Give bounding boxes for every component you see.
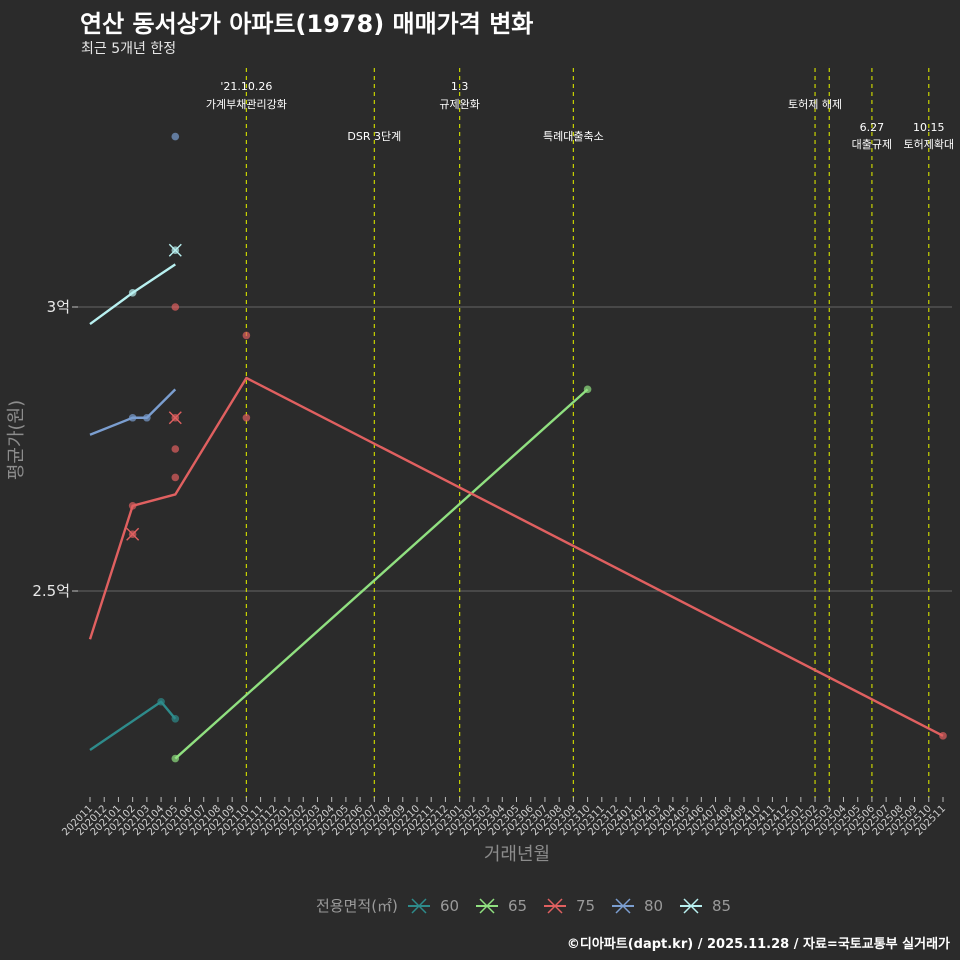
x-tick-layer: 2020112020122021012021022021032021042021… — [60, 797, 948, 838]
legend-key-cross — [547, 898, 563, 914]
legend-key-cross — [479, 898, 495, 914]
legend-item-65: 65 — [476, 897, 527, 915]
x-axis-title: 거래년월 — [484, 844, 550, 865]
y-tick-label: 3억 — [47, 298, 70, 316]
data-point-65 — [171, 754, 180, 763]
data-point-75 — [128, 502, 137, 510]
legend-item-60: 60 — [408, 897, 459, 915]
event-name-label: 특례대출축소 — [543, 130, 604, 143]
cross-point-mark — [168, 243, 182, 257]
event-name-label: 가계부채관리강화 — [206, 98, 287, 111]
data-point-75 — [171, 445, 180, 453]
data-point-75 — [242, 331, 251, 340]
grid-layer — [75, 306, 952, 592]
y-tick-layer: 2.5억 3억 — [32, 298, 78, 600]
series-line-80 — [89, 388, 177, 436]
data-point-80 — [171, 132, 180, 141]
cross-point-85 — [168, 243, 182, 257]
series-line-65 — [174, 388, 589, 760]
data-point-60 — [157, 697, 165, 706]
legend-key-cross — [615, 898, 631, 914]
data-point-80 — [128, 413, 137, 422]
legend-title: 전용면적(㎡) — [316, 897, 398, 915]
event-name-label: 토허제확대 — [903, 138, 954, 151]
series-line-75 — [88, 376, 944, 737]
cross-point-75 — [126, 527, 140, 541]
event-name-label: DSR 3단계 — [347, 130, 401, 143]
event-date-label: '21.10.26 — [220, 80, 272, 93]
legend-key-cross — [411, 898, 427, 914]
chart-subtitle: 최근 5개년 한정 — [81, 41, 177, 57]
legend-label: 75 — [576, 897, 595, 915]
legend-key-cross — [683, 898, 699, 914]
event-date-label: 6.27 — [860, 121, 885, 134]
cross-point-mark — [168, 411, 182, 425]
legend-label: 60 — [440, 897, 459, 915]
data-point-80 — [143, 413, 151, 422]
data-point-60 — [171, 715, 180, 723]
legend-item-80: 80 — [612, 897, 663, 915]
event-name-label: 토허제 해제 — [788, 97, 842, 111]
chart-title: 연산 동서상가 아파트(1978) 매매가격 변화 — [80, 10, 534, 38]
legend-item-85: 85 — [680, 897, 731, 915]
data-point-75 — [242, 413, 251, 422]
data-point-65 — [583, 385, 592, 394]
series-line-60 — [89, 700, 177, 752]
cross-point-mark — [126, 527, 140, 541]
event-date-label: 1.3 — [451, 80, 469, 93]
data-point-75 — [939, 732, 947, 740]
legend-label: 85 — [712, 897, 731, 915]
data-point-75 — [171, 473, 180, 482]
series-layer — [88, 132, 947, 763]
event-name-label: 대출규제 — [852, 138, 892, 151]
legend-item-75: 75 — [544, 897, 595, 915]
data-point-85 — [128, 289, 137, 297]
source-caption: ©디아파트(dapt.kr) / 2025.11.28 / 자료=국토교통부 실… — [566, 937, 950, 952]
event-name-label: 규제완화 — [439, 98, 479, 111]
cross-point-75 — [168, 411, 182, 425]
data-point-75 — [171, 303, 180, 311]
event-date-label: 10.15 — [913, 121, 945, 134]
y-tick-label: 2.5억 — [32, 582, 70, 600]
legend-label: 65 — [508, 897, 527, 915]
legend: 전용면적(㎡) 60 65 75 80 85 — [316, 897, 731, 915]
legend-label: 80 — [644, 897, 663, 915]
y-axis-title: 평균가(원) — [6, 400, 27, 480]
